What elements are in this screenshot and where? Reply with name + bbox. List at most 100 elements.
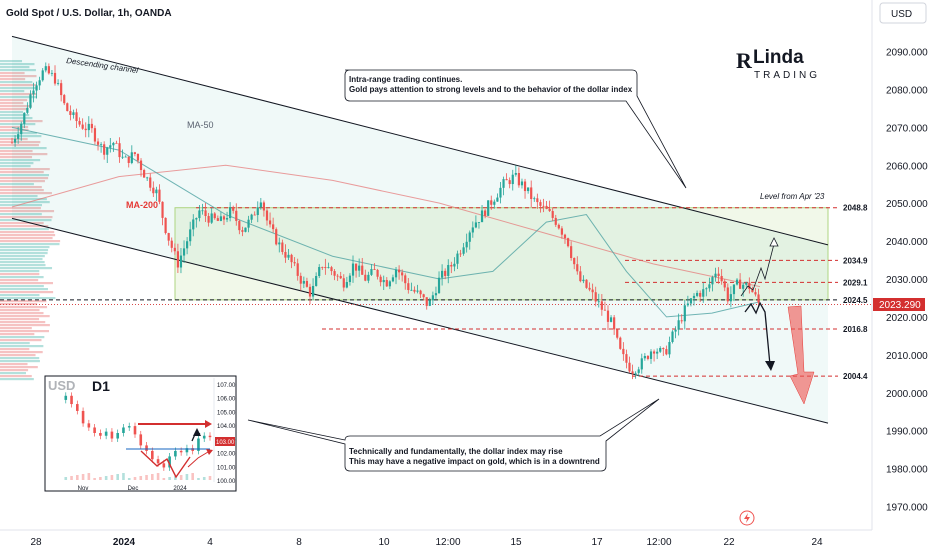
candle	[484, 208, 487, 219]
volume-bar	[0, 249, 49, 252]
level-label: 2024.5	[843, 296, 868, 305]
candle	[348, 273, 352, 286]
candle-body	[182, 248, 186, 256]
volume-bar	[0, 150, 33, 153]
channel-fill	[12, 36, 828, 424]
inset-price-tick: 106.00	[217, 397, 236, 403]
candle	[124, 155, 127, 158]
volume-bar	[0, 285, 44, 288]
candle-body	[689, 298, 693, 304]
volume-bar	[0, 186, 42, 189]
candle	[176, 243, 179, 274]
candle-body	[47, 66, 50, 74]
volume-bar	[0, 96, 37, 99]
candle-body	[742, 284, 745, 289]
candle-body	[78, 121, 81, 125]
candle	[428, 297, 431, 307]
volume-bar	[0, 126, 29, 129]
candle-body	[10, 142, 14, 144]
price-axis-tick: 1980.000	[886, 465, 928, 476]
candle-body	[686, 303, 689, 306]
candle-body	[668, 341, 671, 355]
candle-body	[75, 112, 78, 122]
volume-bar	[0, 66, 30, 69]
volume-bar	[0, 159, 41, 162]
candle	[293, 257, 296, 267]
volume-bar	[0, 333, 35, 336]
candle-body	[90, 123, 93, 129]
volume-bar	[0, 153, 48, 156]
candle	[29, 90, 32, 110]
candle-body	[127, 156, 130, 163]
candle-body	[646, 356, 650, 359]
candle-body	[570, 246, 573, 259]
candle	[656, 348, 659, 360]
candle	[182, 240, 186, 263]
candle	[333, 269, 336, 281]
candle	[622, 342, 625, 361]
candle-body	[342, 278, 345, 288]
candle	[308, 283, 312, 305]
candle	[468, 230, 471, 250]
volume-bar	[0, 276, 44, 279]
candle	[115, 140, 118, 144]
candle	[511, 169, 514, 191]
candle	[480, 205, 484, 223]
candle	[241, 226, 244, 237]
candle	[677, 313, 680, 336]
candle	[66, 102, 69, 112]
candle-body	[717, 273, 720, 276]
candle-body	[253, 214, 256, 216]
candle-body	[136, 153, 140, 161]
inset-candle	[133, 422, 137, 480]
candle-body	[738, 279, 742, 289]
candle	[259, 197, 262, 210]
volume-bar	[0, 354, 36, 357]
currency-button[interactable]: USD	[879, 2, 927, 24]
volume-bar	[0, 237, 53, 240]
candle	[748, 277, 751, 294]
time-axis-tick: 12:00	[646, 537, 671, 548]
lightning-icon[interactable]	[739, 510, 755, 526]
candle	[668, 336, 671, 358]
candle-body	[324, 267, 327, 269]
candle-body	[293, 262, 296, 264]
volume-bar	[0, 339, 42, 342]
candle	[23, 112, 26, 129]
candle-body	[520, 181, 524, 186]
candle-body	[229, 207, 232, 219]
candle-body	[754, 292, 757, 295]
candle	[674, 326, 677, 339]
currency-label: USD	[891, 9, 912, 20]
candle	[597, 293, 600, 308]
candle	[585, 279, 588, 289]
candle-body	[468, 232, 471, 242]
inset-volume-bar	[87, 473, 91, 480]
candle	[219, 212, 223, 222]
volume-bar	[0, 342, 30, 345]
inset-volume-bar	[76, 475, 79, 480]
volume-bar	[0, 336, 45, 339]
candle	[311, 278, 315, 301]
candle	[186, 237, 189, 255]
candle-body	[207, 216, 210, 223]
inset-projection	[187, 451, 209, 468]
candle-body	[112, 142, 115, 146]
candle-body	[714, 273, 717, 278]
candle-body	[204, 210, 207, 217]
volume-bar	[0, 375, 32, 378]
candle-body	[72, 112, 75, 115]
candle	[321, 266, 324, 270]
candle	[216, 215, 219, 222]
candle-body	[198, 210, 201, 219]
candle-body	[582, 279, 585, 282]
candle-body	[692, 295, 696, 299]
inset-price-tick: 101.00	[217, 465, 236, 471]
candle	[465, 233, 468, 253]
candle	[225, 211, 229, 223]
candle-body	[81, 124, 84, 129]
candle	[367, 271, 370, 284]
candle-body	[238, 220, 241, 231]
level-label: 2034.9	[843, 256, 868, 265]
candle-body	[219, 216, 223, 221]
